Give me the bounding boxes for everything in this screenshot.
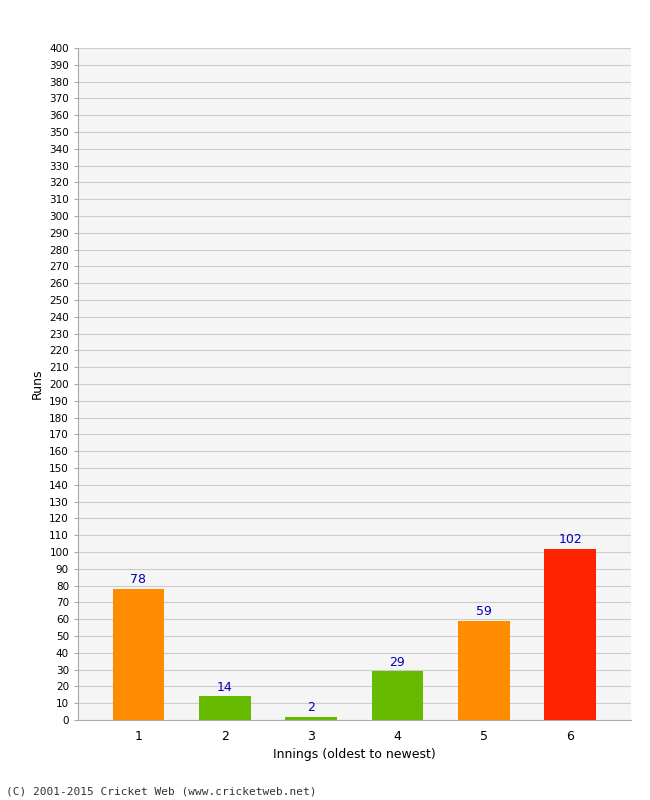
Text: 78: 78	[131, 574, 146, 586]
Text: 14: 14	[217, 681, 233, 694]
Y-axis label: Runs: Runs	[31, 369, 44, 399]
Bar	[112, 589, 164, 720]
Bar	[199, 697, 251, 720]
Bar	[285, 717, 337, 720]
Text: 102: 102	[558, 533, 582, 546]
Bar	[372, 671, 423, 720]
Text: 29: 29	[389, 656, 406, 669]
Text: 2: 2	[307, 701, 315, 714]
Bar	[458, 621, 510, 720]
X-axis label: Innings (oldest to newest): Innings (oldest to newest)	[273, 748, 436, 762]
Bar	[544, 549, 596, 720]
Text: 59: 59	[476, 606, 491, 618]
Text: (C) 2001-2015 Cricket Web (www.cricketweb.net): (C) 2001-2015 Cricket Web (www.cricketwe…	[6, 786, 317, 796]
